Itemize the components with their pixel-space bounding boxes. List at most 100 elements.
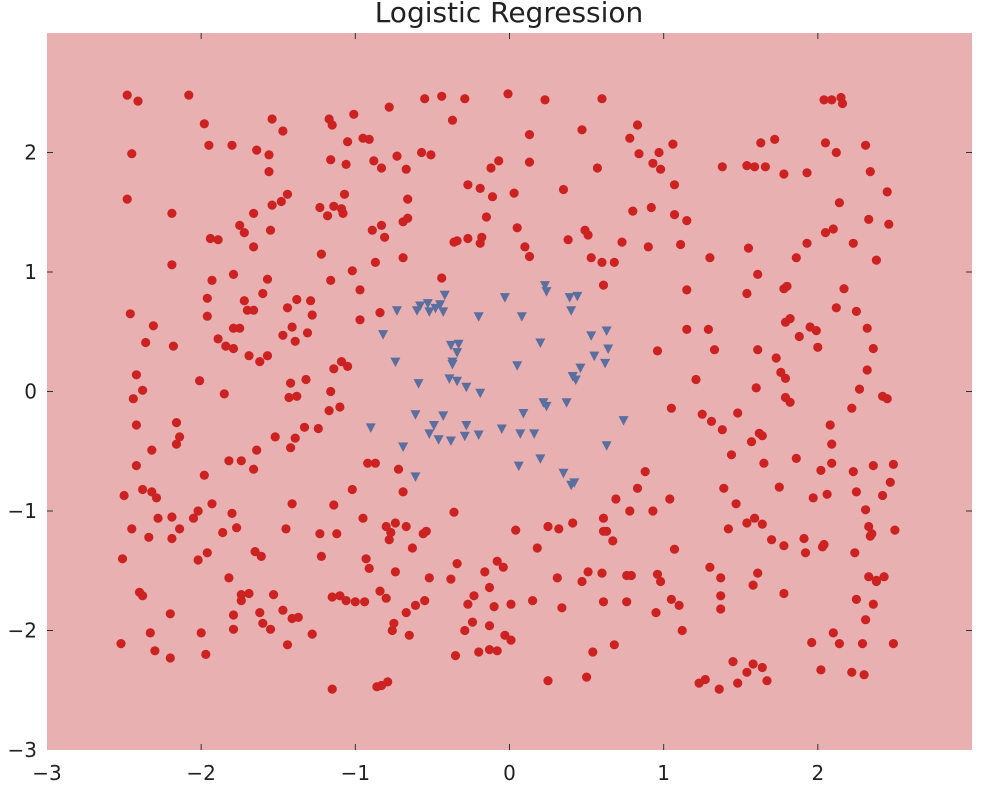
class-red-point — [193, 506, 203, 516]
class-red-point — [743, 243, 754, 253]
class-red-point — [228, 624, 239, 634]
x-tick-label: 0 — [503, 761, 516, 785]
class-red-point — [828, 224, 838, 234]
class-red-point — [746, 437, 757, 447]
class-red-point — [403, 194, 413, 204]
class-red-point — [759, 458, 769, 468]
class-red-point — [628, 206, 638, 216]
class-blue-point — [535, 454, 546, 464]
class-red-point — [750, 162, 760, 172]
class-red-point — [302, 328, 313, 338]
ticks-layer: −3 −2 −1 0 1 2 −3 −2 −1 0 1 2 — [8, 33, 972, 785]
class-red-point — [372, 682, 382, 692]
class-red-point — [716, 604, 726, 614]
class-red-point — [292, 294, 302, 305]
class-red-point — [467, 617, 478, 627]
class-red-point — [643, 242, 653, 252]
class-red-point — [879, 572, 889, 582]
class-blue-point — [515, 429, 526, 439]
class-red-point — [335, 402, 345, 412]
class-red-point — [882, 394, 892, 404]
class-red-point — [417, 147, 427, 158]
class-red-point — [133, 96, 143, 106]
class-red-point — [384, 535, 394, 545]
class-red-point — [341, 159, 351, 169]
class-blue-point — [435, 300, 446, 310]
class-red-point — [771, 353, 781, 363]
class-red-point — [249, 305, 259, 315]
class-red-point — [691, 374, 701, 385]
class-red-point — [586, 253, 596, 263]
class-red-point — [278, 330, 288, 340]
class-red-point — [355, 315, 365, 325]
class-red-point — [652, 569, 663, 579]
class-red-point — [791, 253, 801, 263]
class-red-point — [828, 628, 838, 638]
class-red-point — [716, 573, 726, 583]
class-blue-point — [410, 472, 421, 482]
class-red-point — [816, 465, 826, 475]
class-red-point — [506, 635, 516, 645]
class-red-point — [742, 667, 752, 677]
class-red-point — [390, 518, 400, 528]
class-red-point — [774, 482, 784, 492]
class-red-point — [868, 599, 878, 609]
class-blue-point — [365, 423, 376, 433]
class-red-point — [827, 458, 837, 468]
class-red-point — [361, 554, 371, 564]
class-red-point — [403, 213, 413, 223]
class-red-point — [153, 513, 163, 523]
class-blue-point — [445, 436, 456, 446]
class-red-point — [381, 593, 391, 603]
class-red-point — [265, 624, 276, 634]
class-blue-point — [459, 431, 470, 442]
class-red-point — [355, 285, 365, 295]
class-red-point — [709, 345, 720, 355]
class-blue-point — [439, 290, 450, 301]
class-red-point — [666, 403, 677, 413]
class-red-point — [753, 345, 763, 355]
class-red-point — [167, 512, 177, 522]
class-red-point — [307, 629, 317, 639]
class-red-point — [167, 208, 177, 218]
class-red-point — [347, 266, 357, 276]
class-red-point — [484, 645, 495, 655]
class-red-point — [597, 94, 607, 104]
class-red-point — [794, 331, 804, 342]
class-red-point — [602, 526, 612, 536]
class-red-point — [751, 383, 761, 393]
class-red-point — [762, 676, 772, 686]
class-red-point — [252, 445, 262, 455]
class-red-point — [202, 311, 212, 321]
class-blue-point — [461, 382, 472, 393]
x-tick-label: −2 — [186, 761, 215, 785]
class-red-point — [748, 580, 758, 590]
class-red-point — [779, 588, 789, 599]
class-blue-point — [601, 441, 612, 451]
class-red-point — [779, 541, 789, 551]
class-blue-point — [424, 307, 435, 317]
class-red-point — [401, 608, 411, 618]
class-red-point — [116, 639, 126, 649]
class-red-point — [626, 570, 636, 581]
class-red-point — [748, 659, 758, 669]
y-tick-label: −1 — [8, 499, 37, 523]
class-red-point — [167, 260, 177, 270]
class-red-point — [728, 657, 738, 667]
class-blue-point — [541, 401, 552, 412]
class-red-point — [648, 506, 658, 516]
class-red-point — [834, 639, 845, 649]
class-red-point — [884, 219, 894, 229]
class-red-point — [779, 169, 789, 179]
class-red-point — [577, 576, 587, 587]
class-blue-point — [413, 379, 424, 389]
class-red-point — [358, 513, 368, 523]
class-blue-point — [586, 331, 597, 341]
class-red-point — [861, 615, 871, 625]
class-red-point — [307, 310, 317, 320]
class-red-point — [299, 422, 310, 432]
class-red-point — [175, 524, 185, 534]
class-red-point — [598, 597, 609, 607]
class-red-point — [460, 94, 470, 104]
class-blue-point — [539, 281, 550, 291]
